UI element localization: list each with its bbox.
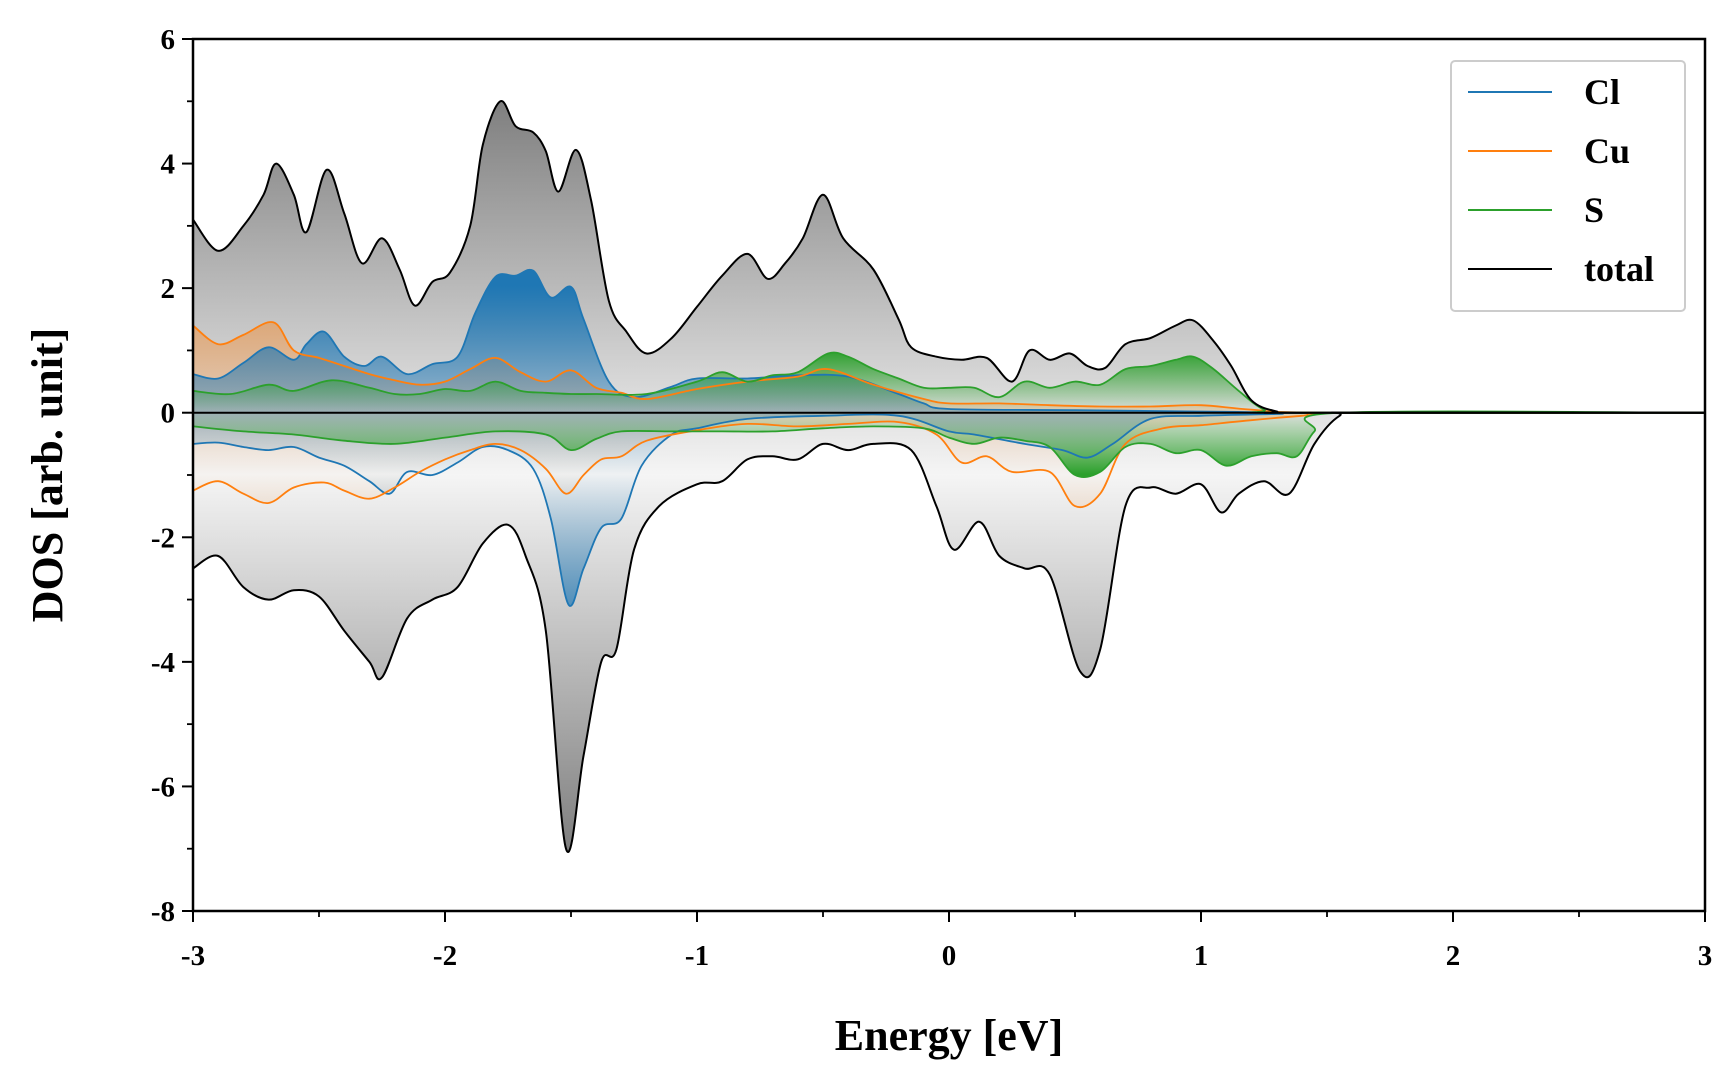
y-axis-ticks: -8 -6 -4 -2 0 2 4 6 [151, 24, 193, 928]
total-down-fill [193, 412, 1705, 853]
s-up-fill [193, 352, 1705, 413]
x-tick-label: 1 [1194, 940, 1209, 972]
y-axis-label: DOS [arb. unit] [23, 328, 72, 623]
y-tick-label: 6 [161, 24, 176, 56]
y-tick-label: -2 [151, 522, 175, 554]
x-tick-label: 2 [1446, 940, 1461, 972]
y-tick-label: -8 [151, 896, 175, 928]
y-tick-label: 0 [161, 398, 176, 430]
total-down-line [192, 411, 1706, 853]
s-down-line [192, 410, 1706, 479]
total-up-line [192, 100, 1706, 414]
legend-label-cu: Cu [1584, 131, 1630, 171]
series-lines [192, 100, 1706, 853]
s-down-fill [193, 411, 1705, 478]
x-axis-label: Energy [eV] [835, 1011, 1064, 1060]
x-tick-label: 3 [1698, 940, 1713, 972]
y-tick-label: -6 [151, 771, 175, 803]
legend-label-total: total [1584, 249, 1654, 289]
legend-label-s: S [1584, 190, 1604, 230]
x-tick-label: -3 [181, 940, 205, 972]
cl-up-line [192, 268, 1706, 414]
cu-down-line [192, 411, 1706, 509]
y-tick-label: 4 [161, 149, 176, 181]
x-tick-label: 0 [942, 940, 957, 972]
legend-label-cl: Cl [1584, 72, 1620, 112]
y-tick-label: 2 [161, 273, 176, 305]
cl-down-fill [193, 412, 1705, 606]
x-tick-label: -2 [433, 940, 457, 972]
x-axis-ticks: -3 -2 -1 0 1 2 3 [181, 911, 1712, 972]
cl-down-line [192, 411, 1706, 607]
legend-box [1450, 60, 1686, 312]
cl-up-fill [193, 269, 1705, 413]
x-tick-label: -1 [685, 940, 709, 972]
s-up-line [192, 351, 1706, 414]
series-fills [193, 101, 1705, 853]
y-tick-label: -4 [151, 647, 175, 679]
